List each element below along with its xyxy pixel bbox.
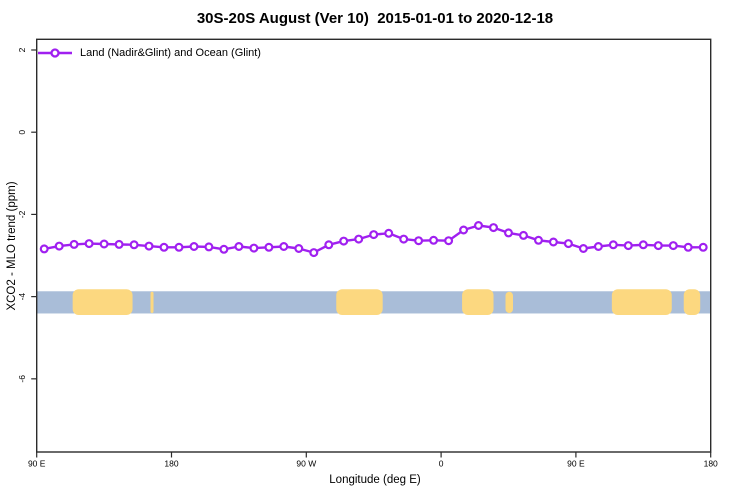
- map-band-land: [150, 291, 154, 313]
- x-tick-label: 90 E: [567, 459, 585, 469]
- legend-marker-icon: [50, 48, 60, 58]
- data-point-marker: [144, 241, 154, 251]
- data-point-marker: [159, 242, 169, 252]
- x-tick-label: 180: [164, 459, 178, 469]
- data-point-marker: [623, 241, 633, 251]
- data-point-marker: [429, 235, 439, 245]
- data-point-marker: [444, 236, 454, 246]
- data-point-marker: [474, 221, 484, 231]
- data-point-marker: [414, 236, 424, 246]
- data-point-marker: [668, 241, 678, 251]
- data-point-marker: [249, 243, 259, 253]
- data-point-marker: [189, 242, 199, 252]
- data-point-marker: [84, 239, 94, 249]
- map-band-land: [505, 291, 513, 313]
- data-point-marker: [129, 240, 139, 250]
- data-point-marker: [309, 248, 319, 258]
- x-tick-label: 0: [439, 459, 444, 469]
- chart-title: 30S-20S August (Ver 10) 2015-01-01 to 20…: [196, 10, 554, 27]
- data-point-marker: [294, 244, 304, 254]
- data-point-marker: [114, 239, 124, 249]
- data-point-marker: [369, 230, 379, 240]
- map-band-land: [462, 289, 494, 315]
- data-point-marker: [174, 242, 184, 252]
- y-tick-label: -6: [17, 375, 27, 383]
- data-point-marker: [399, 234, 409, 244]
- data-point-marker: [264, 242, 274, 252]
- y-tick-label: -4: [17, 293, 27, 301]
- data-point-marker: [69, 239, 79, 249]
- data-point-marker: [548, 237, 558, 247]
- legend-label: Land (Nadir&Glint) and Ocean (Glint): [80, 47, 261, 59]
- y-tick-label: 0: [17, 130, 27, 135]
- legend-line-marker-icon: [38, 48, 72, 58]
- x-tick-label: 90 W: [296, 459, 316, 469]
- legend: Land (Nadir&Glint) and Ocean (Glint): [37, 45, 261, 61]
- map-band-land: [336, 289, 383, 315]
- data-point-marker: [279, 242, 289, 252]
- data-point-marker: [653, 241, 663, 251]
- data-point-marker: [518, 230, 528, 240]
- data-point-marker: [533, 235, 543, 245]
- data-point-marker: [504, 228, 514, 238]
- data-point-marker: [354, 234, 364, 244]
- data-point-marker: [324, 240, 334, 250]
- data-point-marker: [459, 225, 469, 235]
- data-point-marker: [54, 241, 64, 251]
- data-point-marker: [593, 242, 603, 252]
- x-tick-label: 180: [704, 459, 718, 469]
- map-band-land: [611, 289, 672, 315]
- data-point-marker: [683, 242, 693, 252]
- data-point-marker: [563, 239, 573, 249]
- data-point-marker: [219, 244, 229, 254]
- data-point-marker: [698, 242, 708, 252]
- data-point-marker: [608, 240, 618, 250]
- plot-box: [36, 38, 712, 453]
- data-point-marker: [234, 242, 244, 252]
- map-band-land: [72, 289, 133, 315]
- x-tick-label: 90 E: [28, 459, 46, 469]
- y-tick-label: 2: [17, 47, 27, 52]
- data-point-marker: [99, 239, 109, 249]
- map-band-land: [683, 289, 701, 315]
- data-point-marker: [39, 244, 49, 254]
- data-point-marker: [638, 240, 648, 250]
- data-point-marker: [578, 244, 588, 254]
- data-point-marker: [339, 236, 349, 246]
- y-tick-label: -2: [17, 210, 27, 218]
- x-axis-title: Longitude (deg E): [329, 474, 421, 486]
- data-point-marker: [204, 242, 214, 252]
- data-point-marker: [384, 228, 394, 238]
- data-point-marker: [489, 223, 499, 233]
